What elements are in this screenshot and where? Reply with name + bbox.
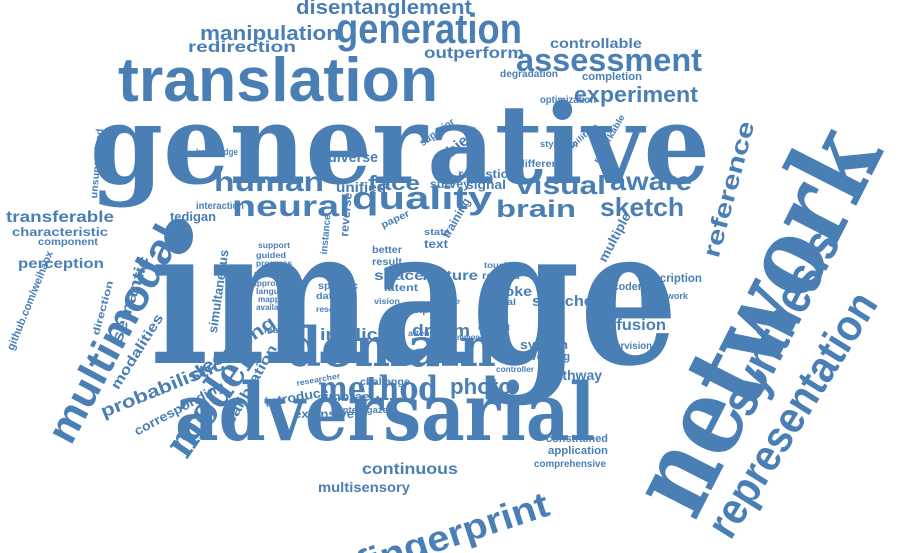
word-reversing: reversing xyxy=(520,351,570,363)
word-image: image xyxy=(150,185,678,408)
word-framework: framework xyxy=(642,291,688,301)
word-knowledge: knowledge xyxy=(196,147,239,157)
word-sketches: sketches xyxy=(532,293,602,310)
word-aware: aware xyxy=(610,166,692,196)
word-umbrae: umbrae xyxy=(320,389,371,404)
word-face: face xyxy=(368,173,421,195)
word-experiment: experiment xyxy=(574,82,698,107)
word-vision: vision xyxy=(374,297,400,306)
word-stylegan: stylegan xyxy=(540,139,579,149)
word-encoder: encoder xyxy=(600,281,642,293)
word-manipulation: manipulation xyxy=(200,23,341,45)
word-pathway: pathway xyxy=(546,367,603,383)
word-adversarial: adversarial xyxy=(175,365,596,459)
word-research: research xyxy=(316,305,352,314)
word-fingerprint: fingerprint xyxy=(351,483,554,553)
word-multisensory: multisensory xyxy=(318,479,411,495)
word-language: language xyxy=(256,287,295,296)
word-component: component xyxy=(38,237,98,248)
word-description: description xyxy=(640,271,702,285)
word-support: support xyxy=(258,241,291,250)
word-generative: generative xyxy=(90,80,710,209)
word-realistic: realistic xyxy=(458,167,509,181)
word-progress: progress xyxy=(256,259,293,268)
word-degradation: degradation xyxy=(500,69,558,80)
word-controllable: controllable xyxy=(550,35,642,51)
word-different: different xyxy=(518,159,562,170)
word-tedigan: tedigan xyxy=(170,209,217,224)
word-challenge: challenge xyxy=(360,377,411,388)
word-disentanglement: disentanglement xyxy=(296,0,472,19)
word-related: related xyxy=(482,271,521,282)
word-quality: quality xyxy=(352,180,493,216)
word-better: better xyxy=(372,245,402,256)
word-reverse: reverse xyxy=(337,192,355,238)
word-unified: unified xyxy=(336,179,387,195)
word-dataset: dataset xyxy=(316,291,355,301)
word-application: application xyxy=(548,445,608,457)
word-method: method xyxy=(318,369,439,409)
word-collection: collection xyxy=(254,269,294,278)
word-domain: domain xyxy=(286,315,496,379)
word-optimization: optimization xyxy=(540,95,597,106)
word-implicit: implicit xyxy=(320,325,390,344)
word-outperform: outperform xyxy=(424,45,525,62)
word-approach: approach xyxy=(252,279,290,288)
word-comprehensive: comprehensive xyxy=(534,459,606,470)
word-completion: completion xyxy=(582,71,643,83)
word-perception: perception xyxy=(18,255,104,271)
word-attention: attention xyxy=(408,329,447,338)
word-controller: controller xyxy=(496,365,535,374)
word-translation: translation xyxy=(118,46,439,115)
word-redirection: redirection xyxy=(188,39,296,56)
word-assessment: assessment xyxy=(516,42,702,78)
word-transferable: transferable xyxy=(6,209,114,226)
word-learning: learning xyxy=(264,325,304,335)
word-signal: signal xyxy=(466,177,506,192)
word-continuous: continuous xyxy=(362,461,458,478)
word-survey: survey xyxy=(430,177,471,191)
word-efficient: efficient xyxy=(478,323,510,332)
word-text: text xyxy=(424,237,448,251)
word-photo: photo xyxy=(450,374,513,399)
word-feature: feature xyxy=(422,267,478,283)
word-interpgaze: interpgaze xyxy=(340,405,388,415)
word-brain: brain xyxy=(496,196,576,223)
word-supervision: supervision xyxy=(598,341,653,352)
word-guided: guided xyxy=(256,251,286,260)
word-result: result xyxy=(372,257,403,268)
word-diffusion: diffusion xyxy=(596,317,666,334)
word-spatial: spatial xyxy=(482,297,516,307)
word-extensive: extensive xyxy=(294,407,355,421)
word-space: space xyxy=(374,267,424,283)
word-sketch: sketch xyxy=(600,192,685,222)
word-explicit: explicit xyxy=(410,305,448,315)
word-interaction: interaction xyxy=(196,201,245,212)
word-touch: touch xyxy=(484,261,511,270)
word-available: available xyxy=(256,303,291,312)
word-latent: latent xyxy=(384,283,419,294)
word-constrained: constrained xyxy=(546,433,608,445)
word-neural: neural xyxy=(232,190,351,223)
word-dream: dream xyxy=(412,321,471,340)
word-generation: generation xyxy=(336,5,522,52)
word-stroke: stroke xyxy=(484,283,532,299)
word-diverse: diverse xyxy=(328,149,379,166)
word-human: human xyxy=(214,166,325,197)
word-common: common xyxy=(448,333,481,342)
word-state: state xyxy=(424,227,450,237)
word-visual: visual xyxy=(516,170,607,200)
word-mirroring: mirroring xyxy=(596,307,630,316)
word-single: single xyxy=(432,297,461,306)
word-specific: specific xyxy=(318,281,359,292)
word-mapping: mapping xyxy=(258,295,293,304)
word-characteristic: characteristic xyxy=(12,225,108,239)
word-system: system xyxy=(520,337,568,352)
